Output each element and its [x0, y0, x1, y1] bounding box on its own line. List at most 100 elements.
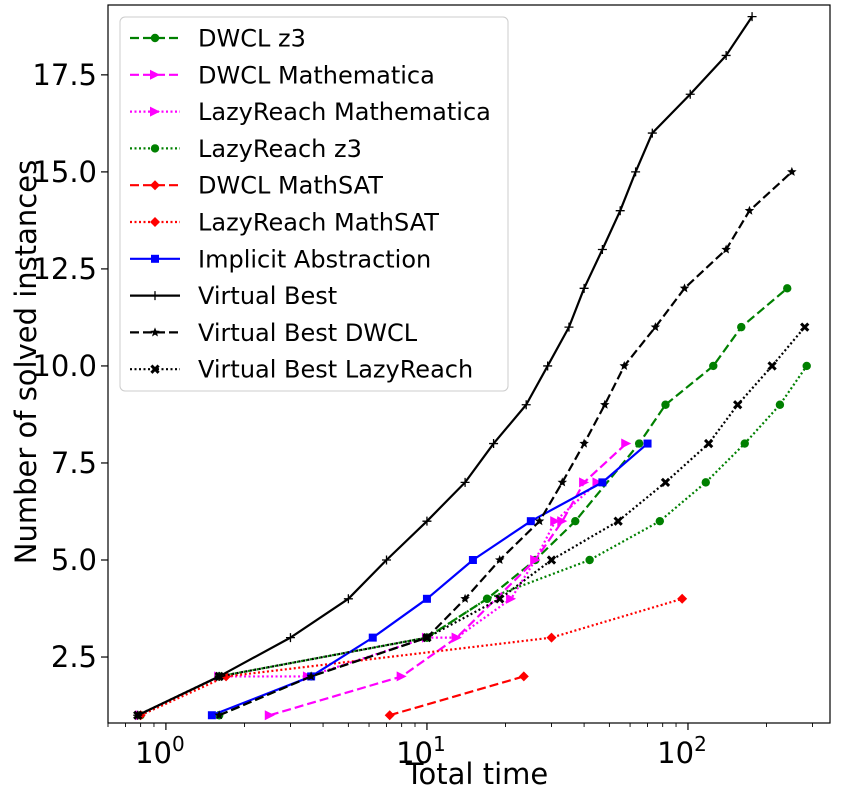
data-point-8-5 [534, 516, 545, 526]
data-point-8-3 [460, 593, 470, 603]
data-point-9-0 [133, 710, 143, 720]
data-point-8-1 [306, 671, 316, 681]
data-point-0-5 [571, 516, 580, 526]
data-point-6-7 [643, 439, 652, 448]
legend-marker-4 [150, 180, 160, 191]
series-line-5 [140, 597, 683, 717]
legend-item-7: Virtual Best [130, 282, 337, 310]
data-point-3-8 [775, 400, 785, 409]
data-point-9-2 [422, 632, 432, 643]
data-point-9-7 [703, 438, 714, 449]
plot-frame [107, 4, 831, 724]
data-point-0-8 [709, 361, 718, 371]
data-point-0-9 [737, 322, 746, 332]
data-point-7-8 [521, 400, 531, 410]
data-point-3-6 [701, 478, 710, 487]
data-point-2-6 [530, 554, 541, 565]
data-point-8-10 [650, 322, 661, 332]
legend-marker-1 [150, 69, 160, 80]
data-point-7-16 [685, 89, 695, 99]
series-layer [133, 12, 811, 721]
data-point-8-8 [600, 399, 610, 409]
legend-item-6: Implicit Abstraction [130, 245, 431, 273]
data-point-0-6 [634, 439, 644, 448]
legend-marker-7 [150, 291, 160, 301]
y-tick-label-4: 12.5 [32, 252, 97, 286]
series-5 [135, 593, 688, 721]
data-point-7-10 [564, 322, 574, 332]
legend-item-3: LazyReach z3 [130, 135, 362, 163]
data-point-6-2 [368, 633, 377, 642]
data-point-6-6 [598, 478, 607, 487]
legend-label-9: Virtual Best LazyReach [198, 356, 473, 384]
legend-marker-6 [151, 254, 159, 263]
data-point-7-5 [422, 516, 432, 526]
data-point-2-8 [592, 477, 603, 488]
data-point-8-11 [679, 283, 690, 293]
data-point-1-0 [264, 710, 275, 721]
series-line-4 [389, 675, 525, 717]
legend-item-8: Virtual Best DWCL [130, 319, 418, 347]
data-point-8-4 [494, 554, 505, 565]
legend-marker-8 [150, 327, 160, 337]
legend-label-6: Implicit Abstraction [198, 245, 431, 273]
data-point-1-1 [396, 671, 407, 682]
data-point-7-9 [543, 361, 553, 371]
x-tick-label-2: 102 [657, 732, 707, 770]
data-point-8-13 [744, 205, 755, 215]
series-4 [384, 671, 529, 721]
data-point-9-9 [767, 361, 777, 371]
data-point-3-4 [585, 555, 594, 565]
data-point-1-6 [621, 438, 632, 449]
legend-marker-5 [150, 217, 160, 227]
data-point-7-14 [631, 167, 641, 177]
legend-marker-0 [150, 33, 160, 43]
data-point-0-10 [783, 284, 792, 293]
series-9 [133, 322, 810, 720]
data-point-9-1 [214, 671, 224, 682]
data-point-2-4 [451, 632, 462, 643]
y-tick-label-6: 17.5 [32, 58, 97, 92]
series-1 [264, 438, 632, 721]
legend-label-3: LazyReach z3 [198, 135, 362, 163]
data-point-7-4 [382, 555, 392, 565]
legend-label-2: LazyReach Mathematica [198, 98, 491, 126]
data-point-1-4 [557, 516, 568, 527]
data-point-8-7 [579, 438, 589, 448]
data-point-6-0 [207, 711, 216, 720]
data-point-9-3 [495, 594, 505, 604]
series-line-9 [137, 326, 806, 717]
data-point-7-6 [460, 477, 470, 487]
data-point-7-17 [721, 50, 731, 60]
x-tick-label-1: 101 [396, 732, 446, 770]
legend-marker-3 [150, 144, 160, 153]
x-tick-label-0: 100 [135, 732, 185, 770]
data-point-8-0 [214, 710, 224, 720]
data-point-9-5 [613, 516, 623, 526]
legend-label-8: Virtual Best DWCL [198, 319, 418, 347]
legend-label-4: DWCL MathSAT [198, 172, 383, 200]
series-line-2 [140, 481, 599, 717]
data-point-7-7 [489, 439, 499, 449]
legend-item-9: Virtual Best LazyReach [130, 356, 473, 384]
data-point-9-4 [546, 555, 557, 565]
data-point-7-12 [597, 245, 607, 255]
series-line-6 [211, 442, 649, 717]
data-point-7-18 [747, 12, 757, 22]
legend-label-7: Virtual Best [198, 282, 337, 310]
legend-label-0: DWCL z3 [198, 25, 306, 53]
data-point-1-5 [579, 477, 590, 488]
data-point-4-1 [518, 671, 529, 682]
data-point-0-7 [661, 400, 670, 409]
y-tick-label-5: 15.0 [32, 155, 97, 189]
data-point-3-5 [655, 516, 665, 526]
x-axis-title: Total time [405, 757, 548, 791]
series-8 [214, 166, 797, 720]
data-point-3-9 [802, 361, 811, 371]
data-point-3-7 [740, 439, 749, 448]
legend-item-1: DWCL Mathematica [130, 61, 435, 89]
data-point-3-3 [482, 594, 492, 604]
data-point-2-5 [506, 593, 517, 604]
y-axis-title: Number of solved instances [9, 160, 43, 564]
